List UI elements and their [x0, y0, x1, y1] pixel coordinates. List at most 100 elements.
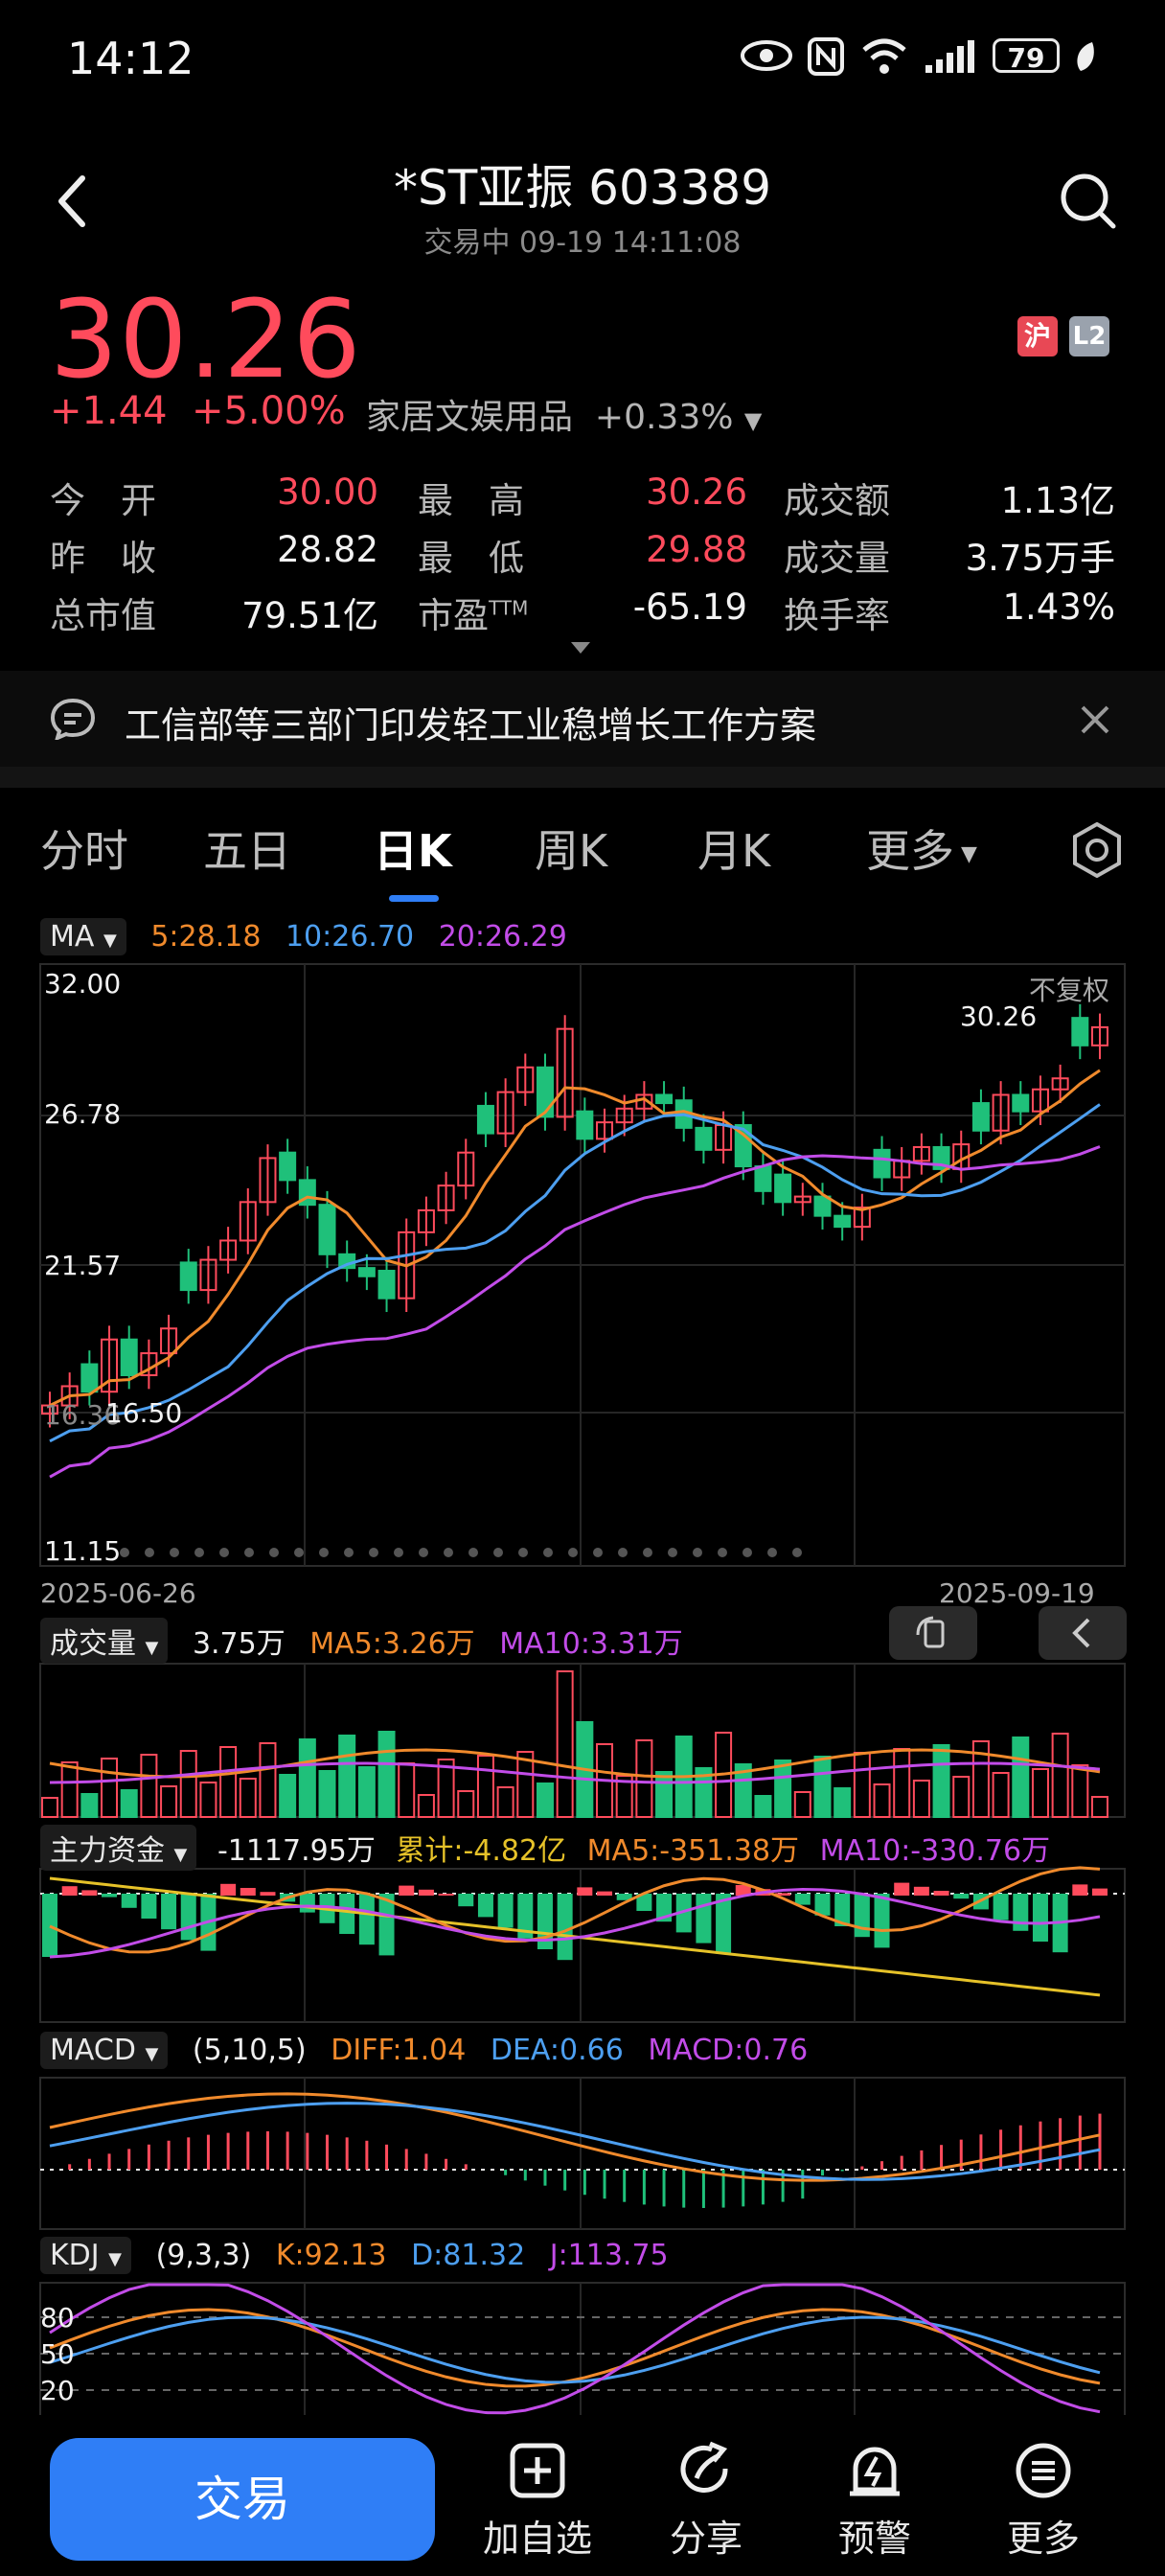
alert-icon — [850, 2447, 900, 2496]
search-icon[interactable] — [1058, 171, 1119, 232]
volume-bar — [279, 1774, 297, 1818]
volume-bar — [556, 1670, 574, 1818]
volume-bar — [357, 1766, 376, 1818]
settings-icon[interactable] — [1067, 820, 1127, 880]
capital-bar — [81, 1890, 98, 1896]
chart-mark — [971, 1102, 990, 1132]
chart-mark — [259, 1157, 277, 1204]
capital-bar — [477, 1894, 493, 1918]
volume-bar — [457, 1790, 475, 1818]
stat-value: -65.19 — [632, 586, 747, 628]
more-button[interactable]: 更多 — [971, 2396, 1115, 2562]
tab-daily-k[interactable]: 日K — [374, 825, 452, 877]
tab-five-day[interactable]: 五日 — [203, 825, 291, 877]
capital-bar — [735, 1885, 751, 1896]
ma-line — [49, 1145, 1101, 1479]
volume-bar — [219, 1746, 238, 1818]
caret-down-icon: ▼ — [173, 1845, 188, 1865]
macd-legend: MACD ▼ (5,10,5) DIFF:1.04 DEA:0.66 MACD:… — [40, 2032, 808, 2069]
sector-link[interactable]: 家居文娱用品 +0.33% ▼ — [366, 389, 762, 439]
volume-bar — [536, 1782, 554, 1818]
ma-selector[interactable]: MA ▼ — [40, 918, 126, 955]
chart-mark — [357, 1267, 376, 1277]
close-icon[interactable] — [1079, 703, 1111, 736]
alert-button[interactable]: 预警 — [803, 2396, 947, 2562]
volume-bar — [120, 1789, 138, 1818]
share-button[interactable]: 分享 — [634, 2396, 778, 2562]
volume-bar — [873, 1783, 891, 1818]
scroll-dot — [394, 1548, 403, 1557]
capital-selector[interactable]: 主力资金 ▼ — [40, 1825, 197, 1871]
chart-mark — [576, 1110, 594, 1140]
chart-mark — [853, 1207, 871, 1229]
scroll-dot — [219, 1548, 229, 1557]
scroll-dot — [120, 1548, 129, 1557]
fuquan-label[interactable]: 不复权 — [1029, 975, 1110, 1006]
macd-params: (5,10,5) — [192, 2034, 307, 2067]
kdj-k: K:92.13 — [275, 2239, 387, 2272]
news-banner[interactable]: 工信部等三部门印发轻工业稳增长工作方案 — [0, 671, 1165, 767]
tab-minute[interactable]: 分时 — [40, 825, 128, 877]
volume-bar — [417, 1794, 435, 1818]
scroll-dot — [294, 1548, 304, 1557]
capital-bar — [557, 1894, 573, 1961]
scroll-dot — [493, 1548, 503, 1557]
tab-monthly-k[interactable]: 月K — [697, 825, 771, 877]
kdj-level-20: 20 — [40, 2375, 75, 2406]
chart-mark — [496, 1091, 514, 1135]
volume-bar — [971, 1740, 990, 1818]
last-price-label: 30.26 — [960, 1000, 1038, 1032]
capital-bar — [874, 1894, 890, 1948]
macd-selector[interactable]: MACD ▼ — [40, 2032, 169, 2069]
capital-bar — [716, 1894, 732, 1954]
clock: 14:12 — [67, 33, 194, 84]
add-watchlist-button[interactable]: 加自选 — [466, 2396, 609, 2562]
chart-mark — [912, 1145, 930, 1162]
volume-bar — [101, 1758, 119, 1818]
date-start: 2025-06-26 — [40, 1577, 196, 1609]
volume-selector[interactable]: 成交量 ▼ — [40, 1618, 169, 1664]
ma-legend: MA ▼ 5:28.18 10:26.70 20:26.29 — [40, 918, 567, 955]
expand-icon[interactable] — [569, 640, 592, 656]
caret-down-icon: ▼ — [145, 2044, 159, 2064]
capital-bar — [497, 1894, 514, 1928]
scroll-dot — [792, 1548, 802, 1557]
capital-bar — [993, 1894, 1009, 1920]
volume-ma10-line — [49, 1761, 1101, 1784]
ma-line — [49, 1069, 1101, 1407]
kdj-selector[interactable]: KDJ ▼ — [40, 2237, 132, 2274]
capital-bar — [102, 1894, 118, 1898]
d-line — [49, 2315, 1101, 2384]
k-line — [49, 2308, 1101, 2388]
tab-weekly-k[interactable]: 周K — [535, 825, 608, 877]
y-label-1: 32.00 — [44, 968, 122, 1000]
wifi-icon — [862, 38, 906, 74]
scroll-dot — [568, 1548, 578, 1557]
stat-label: 最 高 — [418, 480, 524, 521]
alert-label: 预警 — [837, 2518, 911, 2560]
capital-bar — [260, 1892, 276, 1896]
capital-bar — [913, 1886, 929, 1896]
chevron-left-icon — [1072, 1618, 1090, 1648]
rotate-button[interactable] — [889, 1606, 977, 1660]
sector-name: 家居文娱用品 — [366, 398, 574, 437]
back-button[interactable] — [54, 172, 88, 230]
macd-dea: DEA:0.66 — [490, 2034, 624, 2067]
trade-button[interactable]: 交易 — [50, 2438, 435, 2561]
chart-mark — [655, 1093, 674, 1105]
stock-title: *ST亚振 603389 — [393, 160, 772, 216]
more-icon — [1016, 2443, 1071, 2498]
scroll-dot — [344, 1548, 354, 1557]
volume-bar — [60, 1761, 79, 1818]
capital-ma10-line — [49, 1887, 1101, 1959]
tab-more[interactable]: 更多 ▼ — [866, 816, 977, 880]
market-badge: 沪 — [1017, 316, 1058, 356]
kdj-j: J:113.75 — [549, 2239, 669, 2272]
chart-mark — [318, 1204, 336, 1255]
news-text: 工信部等三部门印发轻工业稳增长工作方案 — [125, 704, 817, 747]
battery-level: 79 — [993, 38, 1060, 74]
collapse-button[interactable] — [1039, 1606, 1127, 1660]
capital-bar — [299, 1894, 315, 1913]
capital-bar — [814, 1894, 831, 1916]
